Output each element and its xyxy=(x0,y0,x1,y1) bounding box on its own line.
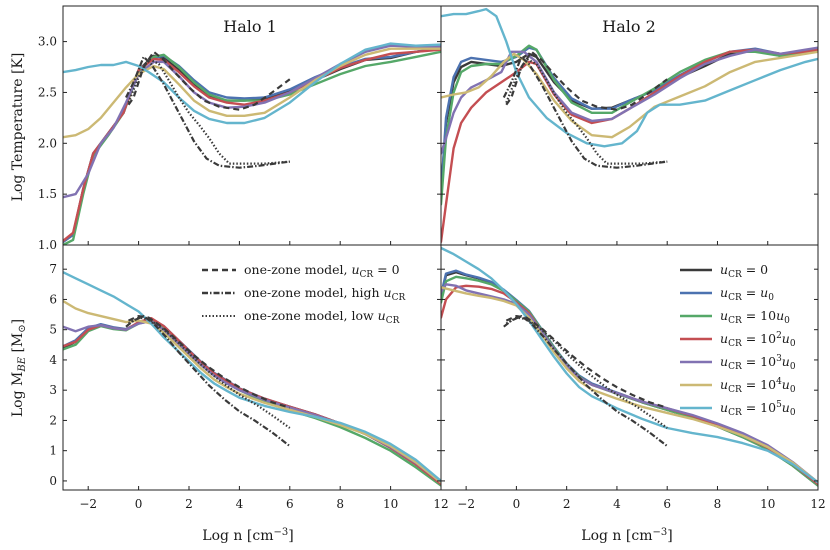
y-tick-label: 2 xyxy=(49,413,57,427)
legend-label-u0zero: uCR = 0 xyxy=(720,262,768,280)
series-line-u0zero xyxy=(441,48,818,196)
series-line-u4 xyxy=(63,47,441,139)
onezone-line-ozhigh xyxy=(503,315,668,447)
y-tick-label: 4 xyxy=(49,353,57,367)
legend-entry-oz0: one-zone model, uCR = 0 xyxy=(202,262,400,280)
x-tick-label: 2 xyxy=(563,497,571,511)
panel-halo2-mass: −2 0 2 4 6 8 10 12 xyxy=(440,244,826,511)
axes-frame xyxy=(62,5,442,246)
series-line-u0zero xyxy=(63,47,441,244)
y-tick-label: 7 xyxy=(49,262,57,276)
y-tick-label: 3.0 xyxy=(38,35,57,49)
panel-halo2-temperature xyxy=(440,5,819,246)
x-tick-label: 12 xyxy=(433,497,448,511)
x-tick-label: 6 xyxy=(286,497,294,511)
x-tick-label: 4 xyxy=(613,497,621,511)
series-line-u0 xyxy=(63,46,441,244)
series-line-u4 xyxy=(63,299,441,484)
onezone-line-ozlow xyxy=(505,57,668,165)
onezone-line-ozlow xyxy=(505,316,668,429)
series-line-u3 xyxy=(441,283,818,484)
x-tick-label: 0 xyxy=(513,497,521,511)
x-tick-label: 0 xyxy=(135,497,143,511)
ylabel-temperature: Log Temperature [K] xyxy=(10,53,26,202)
series-line-u5 xyxy=(63,42,441,125)
legend-entry-u2: uCR = 102u0 xyxy=(680,331,796,349)
onezone-line-oz0 xyxy=(128,315,291,409)
xlabel-left: Log n [cm−3] xyxy=(202,527,293,544)
legend-label-u3: uCR = 103u0 xyxy=(720,354,796,372)
legend-entry-ozhigh: one-zone model, high uCR xyxy=(202,285,405,303)
legend-label-u0: uCR = u0 xyxy=(720,285,774,303)
series-lines xyxy=(63,271,441,487)
series-line-u4 xyxy=(441,286,818,484)
series-lines xyxy=(441,246,818,487)
y-tick-label: 5 xyxy=(49,323,57,337)
series-line-u1 xyxy=(63,50,441,245)
legend-label-u4: uCR = 104u0 xyxy=(720,377,796,395)
onezone-line-ozlow xyxy=(127,57,290,165)
ylabel-mass: Log MBE [M⊙] xyxy=(10,319,28,417)
legend-entry-ozlow: one-zone model, low uCR xyxy=(202,308,400,326)
series-line-u5 xyxy=(63,271,441,483)
onezone-line-ozhigh xyxy=(502,55,668,169)
panel-title-halo2: Halo 2 xyxy=(602,17,656,36)
legend-onezone: one-zone model, uCR = 0 one-zone model, … xyxy=(202,262,405,326)
onezone-line-ozhigh xyxy=(125,55,290,169)
series-line-u2 xyxy=(63,48,441,243)
legend-label-ozlow: one-zone model, low uCR xyxy=(244,308,400,326)
onezone-line-oz0 xyxy=(505,315,668,409)
x-tick-label: 2 xyxy=(185,497,193,511)
y-tick-label: 6 xyxy=(49,292,57,306)
y-tick-label: 1.5 xyxy=(38,187,57,201)
legend-label-u2: uCR = 102u0 xyxy=(720,331,796,349)
series-lines xyxy=(441,7,818,244)
panel-halo1-temperature: 1.0 1.5 2.0 2.5 3.0 xyxy=(38,5,442,252)
xlabel-right: Log n [cm−3] xyxy=(581,527,672,544)
x-tick-label: 10 xyxy=(760,497,775,511)
legend-entry-u0: uCR = u0 xyxy=(680,285,774,303)
x-tick-label: 12 xyxy=(810,497,825,511)
onezone-line-ozlow xyxy=(127,316,291,429)
x-tick-label: −2 xyxy=(79,497,97,511)
x-tick-label: 8 xyxy=(714,497,722,511)
y-tick-label: 2.0 xyxy=(38,136,57,150)
x-tick-label: 10 xyxy=(383,497,398,511)
axes-frame xyxy=(62,244,442,491)
panel-title-halo1: Halo 1 xyxy=(223,17,277,36)
axes-frame xyxy=(440,244,819,491)
onezone-line-ozhigh xyxy=(125,315,291,447)
legend-entry-u4: uCR = 104u0 xyxy=(680,377,796,395)
x-tick-label: 4 xyxy=(236,497,244,511)
legend-entry-u5: uCR = 105u0 xyxy=(680,400,796,418)
x-tick-label: 8 xyxy=(336,497,344,511)
x-tick-label: −2 xyxy=(457,497,475,511)
x-tick-label: 6 xyxy=(663,497,671,511)
legend-label-oz0: one-zone model, uCR = 0 xyxy=(244,262,400,280)
series-line-u2 xyxy=(441,48,818,244)
y-tick-label: 1 xyxy=(49,444,57,458)
y-tick-label: 1.0 xyxy=(38,238,57,252)
y-tick-label: 2.5 xyxy=(38,85,57,99)
series-line-u5 xyxy=(441,7,818,148)
series-line-u5 xyxy=(441,246,818,484)
series-lines xyxy=(63,42,441,245)
series-line-u4 xyxy=(441,50,818,139)
legend-entry-u3: uCR = 103u0 xyxy=(680,354,796,372)
legend-ucr: uCR = 0 uCR = u0 uCR = 10u0 uCR = 102u0 … xyxy=(680,262,796,418)
legend-label-u1: uCR = 10u0 xyxy=(720,308,790,326)
legend-label-ozhigh: one-zone model, high uCR xyxy=(244,285,405,303)
legend-label-u5: uCR = 105u0 xyxy=(720,400,796,418)
legend-entry-u1: uCR = 10u0 xyxy=(680,308,790,326)
y-tick-label: 3 xyxy=(49,383,57,397)
legend-entry-u0zero: uCR = 0 xyxy=(680,262,768,280)
y-tick-label: 0 xyxy=(49,474,57,488)
